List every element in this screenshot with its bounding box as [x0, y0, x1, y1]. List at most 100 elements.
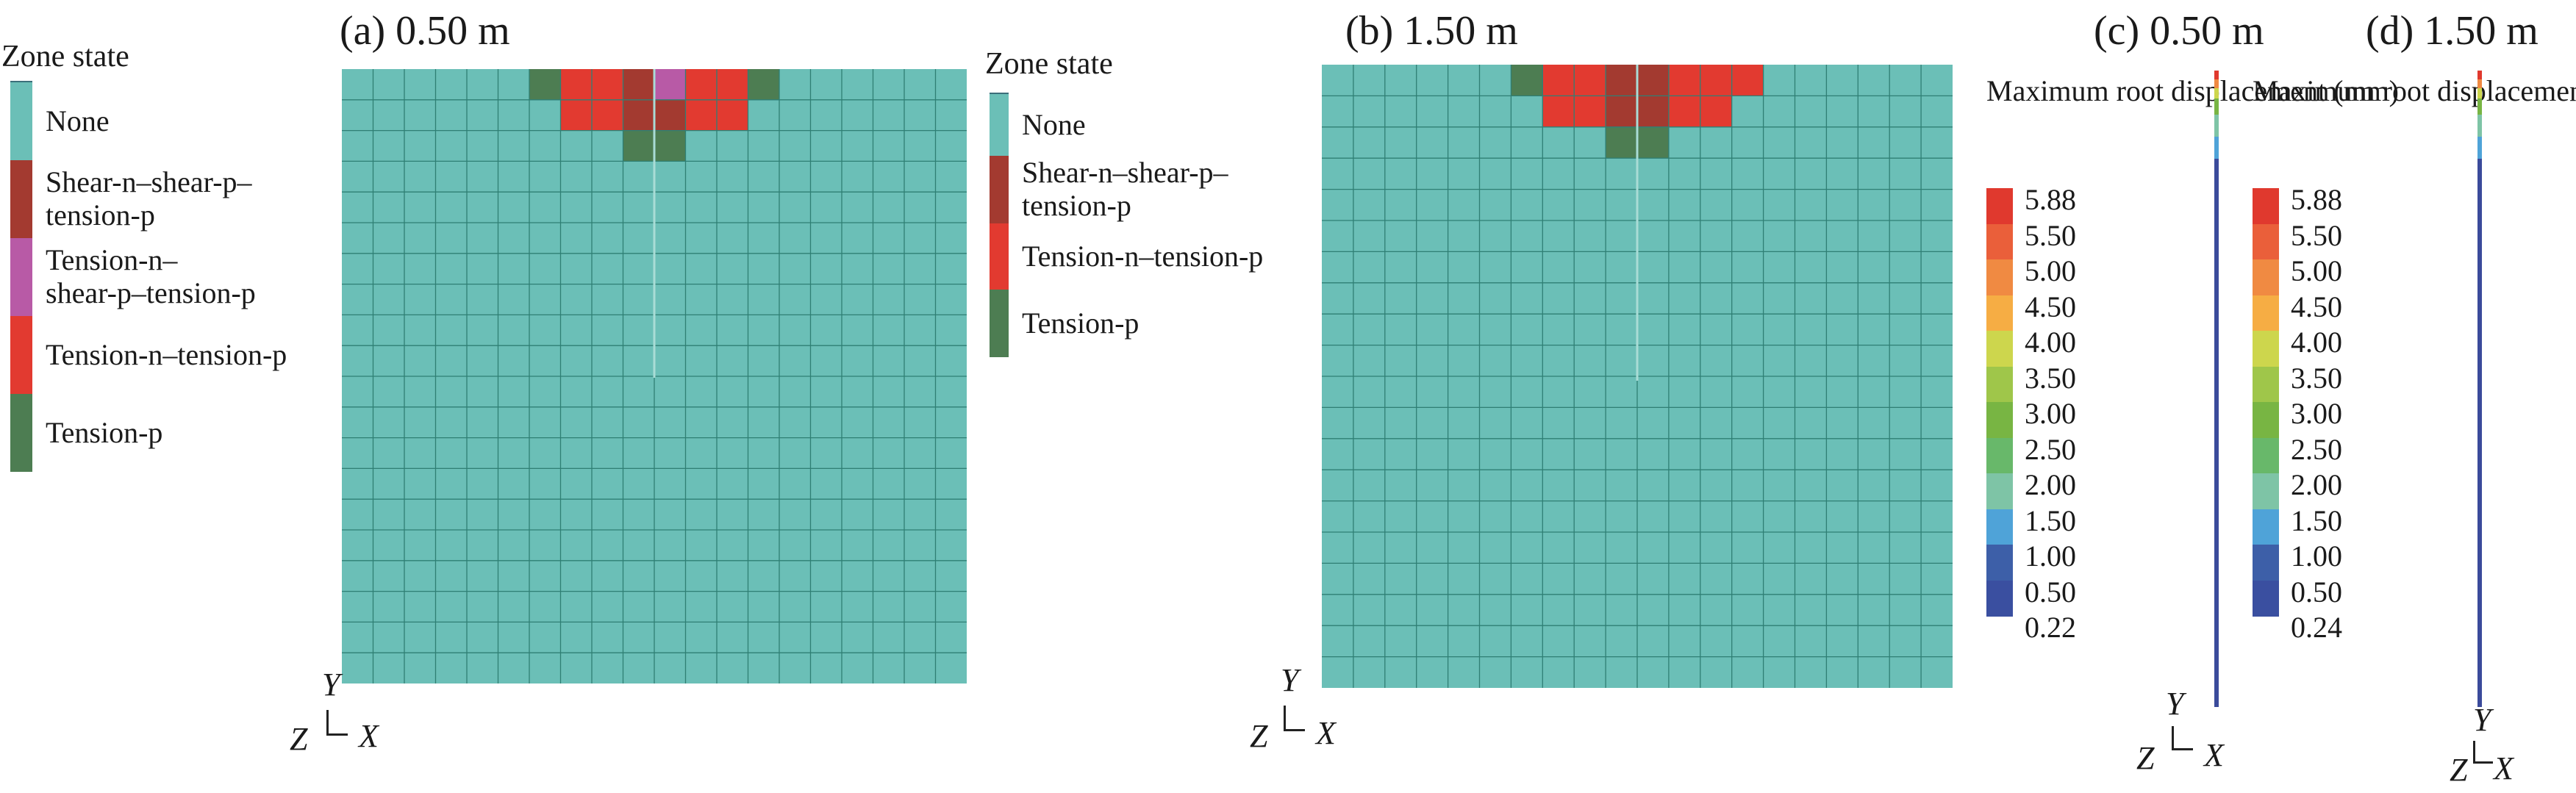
colorbar-d-band-7	[2253, 402, 2279, 438]
zone-legend-a-label-2: Shear-n–shear-p– tension-p	[46, 165, 252, 232]
root-segment	[2214, 115, 2219, 137]
colorbar-c-tick-label: 5.00	[2025, 254, 2076, 287]
colorbar-c-band-11	[1986, 545, 2013, 581]
axis-z-label-a: Z	[290, 721, 308, 757]
colorbar-d-band-1	[2253, 188, 2279, 224]
colorbar-d: Maximum root displacement (mm) 5.885.505…	[2244, 71, 2576, 659]
colorbar-d-tick-label: 1.00	[2291, 539, 2342, 573]
colorbar-d-tick-label: 3.50	[2291, 361, 2342, 395]
zone-legend-b-top-edge	[990, 93, 1009, 94]
axis-x-label-d: X	[2494, 750, 2514, 786]
panel-b-title: (b) 1.50 m	[1345, 8, 1518, 54]
colorbar-d-band-3	[2253, 259, 2279, 295]
root-segment	[2214, 88, 2219, 98]
colorbar-c-band-8	[1986, 437, 2013, 474]
axis-x-label-c: X	[2204, 737, 2224, 773]
colorbar-c-tick-label: 1.00	[2025, 539, 2076, 573]
colorbar-d-band-9	[2253, 473, 2279, 509]
colorbar-c-tick-label: 5.88	[2025, 183, 2076, 216]
zone-legend-a-title: Zone state	[1, 40, 129, 73]
colorbar-c-tick-label: 2.00	[2025, 468, 2076, 501]
axis-corner-d	[2473, 741, 2493, 764]
zone-legend-b-label-2: Shear-n–shear-p– tension-p	[1022, 156, 1228, 222]
colorbar-c-tick-label: 5.50	[2025, 218, 2076, 252]
colorbar-c-tick-label: 0.22	[2025, 611, 2076, 644]
axis-y-label-c: Y	[2166, 686, 2184, 722]
zone-legend-a-swatch-4	[10, 316, 32, 394]
axis-y-label-a: Y	[322, 667, 340, 703]
colorbar-c-band-3	[1986, 259, 2013, 295]
colorbar-c-band-2	[1986, 223, 2013, 260]
colorbar-d-band-10	[2253, 509, 2279, 545]
panel-d-title: (d) 1.50 m	[2366, 8, 2539, 54]
colorbar-d-band-6	[2253, 366, 2279, 403]
root-displacement-line-d	[2477, 71, 2482, 707]
colorbar-d-title: Maximum root displacement (mm)	[2253, 74, 2576, 107]
zone-legend-a: Zone state None Shear-n–shear-p– tension-…	[0, 0, 346, 472]
axis-indicator-d: Y Z X	[2426, 704, 2573, 792]
axis-z-label-c: Z	[2136, 740, 2155, 776]
zone-mesh-a	[342, 69, 967, 683]
zone-legend-b-swatch-4	[990, 290, 1009, 357]
colorbar-c-band-10	[1986, 509, 2013, 545]
zone-legend-b-title: Zone state	[985, 47, 1113, 81]
colorbar-c-band-7	[1986, 402, 2013, 438]
zone-legend-a-label-5: Tension-p	[46, 415, 163, 449]
root-segment	[2477, 159, 2482, 707]
colorbar-d-tick-label: 1.50	[2291, 503, 2342, 537]
colorbar-d-band-12	[2253, 580, 2279, 617]
colorbar-c-band-4	[1986, 295, 2013, 331]
zone-legend-b-swatch-1	[990, 94, 1009, 156]
root-segment	[2214, 159, 2219, 707]
axis-z-label-d: Z	[2450, 752, 2468, 788]
axis-corner-b	[1284, 706, 1305, 731]
zone-legend-a-swatch-5	[10, 394, 32, 472]
colorbar-c-tick-label: 1.50	[2025, 503, 2076, 537]
root-segment	[2477, 98, 2482, 115]
colorbar-c-tick-label: 3.50	[2025, 361, 2076, 395]
root-displacement-line-c	[2214, 71, 2219, 707]
failed-zone-cell	[1731, 65, 1764, 96]
colorbar-d-tick-label: 5.50	[2291, 218, 2342, 252]
zone-legend-a-swatch-2	[10, 160, 32, 238]
zone-mesh-b	[1322, 65, 1953, 688]
zone-legend-b-label-4: Tension-p	[1022, 306, 1139, 340]
colorbar-d-band-5	[2253, 331, 2279, 367]
colorbar-c: Maximum root displacement (mm) 5.88 5.50 5…	[1978, 71, 2399, 659]
colorbar-d-tick-label: 0.24	[2291, 611, 2342, 644]
zone-legend-b-label-3: Tension-n–tension-p	[1022, 239, 1264, 273]
colorbar-c-band-1	[1986, 188, 2013, 224]
zone-legend-a-swatch-1	[10, 82, 32, 160]
colorbar-d-tick-label: 3.00	[2291, 397, 2342, 430]
axis-corner-a	[326, 710, 348, 736]
axis-x-label-b: X	[1316, 715, 1336, 751]
root-segment	[2477, 137, 2482, 159]
colorbar-d-tick-label: 5.88	[2291, 183, 2342, 216]
zone-legend-b-label-1: None	[1022, 107, 1086, 141]
root-segment	[2214, 71, 2219, 79]
failed-zone-cell	[1511, 65, 1543, 96]
axis-indicator-b: Y Z X	[1242, 664, 1389, 760]
zone-legend-a-swatch-3	[10, 238, 32, 316]
root-segment	[2477, 79, 2482, 88]
colorbar-d-tick-label: 4.50	[2291, 290, 2342, 323]
panel-a-title: (a) 0.50 m	[340, 8, 510, 54]
colorbar-d-tick-label: 5.00	[2291, 254, 2342, 287]
axis-indicator-a: Y Z X	[279, 669, 426, 764]
colorbar-c-tick-label: 4.00	[2025, 326, 2076, 359]
colorbar-d-band-2	[2253, 223, 2279, 260]
panel-c-title: (c) 0.50 m	[2094, 8, 2264, 54]
colorbar-c-band-9	[1986, 473, 2013, 509]
colorbar-d-tick-label: 2.50	[2291, 432, 2342, 466]
colorbar-d-band-11	[2253, 545, 2279, 581]
colorbar-c-tick-label: 3.00	[2025, 397, 2076, 430]
root-segment	[2214, 79, 2219, 88]
colorbar-c-band-6	[1986, 366, 2013, 403]
axis-indicator-c: Y Z X	[2132, 683, 2279, 779]
zone-legend-b: Zone state None Shear-n–shear-p– tension-…	[984, 0, 1329, 382]
zone-legend-a-label-3: Tension-n– shear-p–tension-p	[46, 243, 256, 309]
colorbar-c-band-12	[1986, 580, 2013, 617]
failed-zone-cell	[748, 69, 779, 100]
axis-y-label-b: Y	[1281, 662, 1299, 698]
axis-x-label-a: X	[359, 718, 379, 754]
